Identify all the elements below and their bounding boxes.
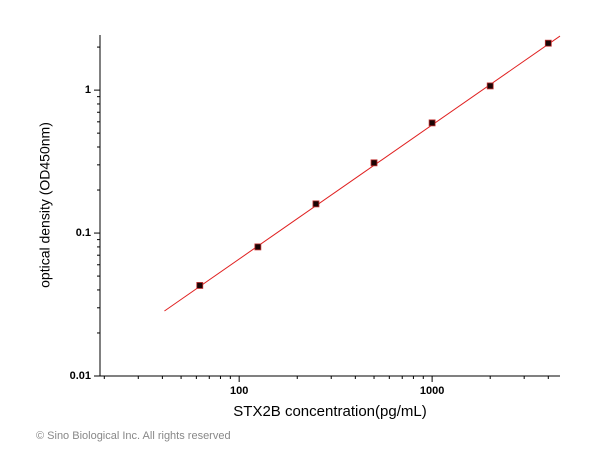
data-point — [370, 159, 378, 167]
data-point — [196, 282, 204, 289]
y-tick-label: 0.01 — [70, 370, 91, 382]
x-tick-label: 1000 — [420, 385, 444, 397]
fit-line — [164, 35, 561, 312]
data-point — [544, 39, 552, 47]
data-point — [428, 119, 436, 127]
y-tick-label: 1 — [85, 84, 91, 96]
y-axis-label: optical density (OD450nm) — [37, 122, 53, 288]
x-axis-label: STX2B concentration(pg/mL) — [233, 403, 426, 420]
footer: © Sino Biological Inc. All rights reserv… — [36, 430, 231, 442]
y-tick-label: 0.1 — [76, 227, 91, 239]
data-point — [312, 200, 320, 208]
x-tick-label: 100 — [230, 385, 248, 397]
data-point — [254, 243, 262, 251]
data-point — [486, 82, 494, 90]
